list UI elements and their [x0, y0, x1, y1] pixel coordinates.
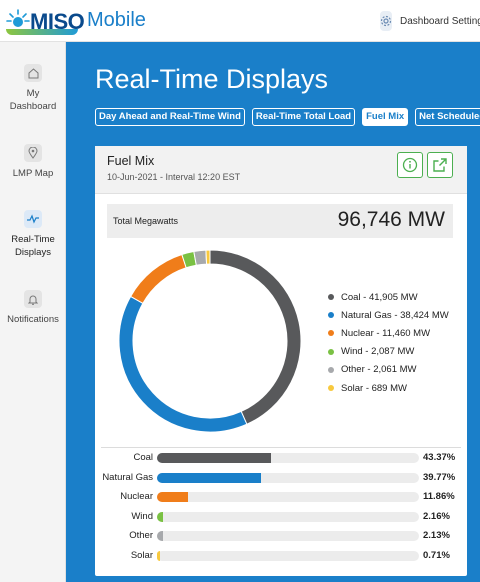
legend-label: Coal - 41,905 MW: [341, 291, 418, 303]
bar-percent: 0.71%: [423, 549, 450, 561]
main-content: Real-Time Displays Day Ahead and Real-Ti…: [66, 42, 480, 582]
tab-fuel-mix[interactable]: Fuel Mix: [362, 108, 409, 126]
sidebar-item-real-time-displays[interactable]: Real-Time Displays: [0, 210, 66, 259]
legend-label: Natural Gas - 38,424 MW: [341, 309, 449, 321]
legend-swatch: [328, 294, 334, 301]
bar-fill-other: [157, 531, 163, 541]
legend-label: Other - 2,061 MW: [341, 364, 417, 376]
donut-slice-coal: [209, 249, 302, 425]
bar-label: Natural Gas: [102, 471, 153, 483]
bar-row: Nuclear 11.86%: [95, 491, 467, 503]
legend-item: Other - 2,061 MW: [328, 361, 449, 379]
logo-swoosh: [6, 29, 78, 35]
bar-label: Nuclear: [120, 491, 153, 502]
donut-slice-other: [193, 249, 208, 266]
sun-logo-icon: [6, 9, 30, 27]
bar-row: Solar 0.71%: [95, 550, 467, 562]
bar-percent: 2.13%: [423, 530, 450, 541]
bar-track: [157, 511, 419, 522]
tab-net-scheduled-interchange[interactable]: Net Scheduled Interchange: [415, 108, 480, 126]
bar-label: Wind: [131, 510, 153, 522]
info-icon: [402, 157, 418, 173]
card-title: Fuel Mix: [107, 154, 155, 168]
dashboard-settings-label: Dashboard Settings: [400, 15, 480, 27]
display-tabs: Day Ahead and Real-Time Wind Real-Time T…: [95, 108, 480, 128]
external-link-icon: [433, 158, 447, 172]
bar-track: [157, 550, 419, 561]
legend-item: Wind - 2,087 MW: [328, 343, 449, 361]
bar-row: Coal 43.37%: [95, 452, 467, 464]
fuel-mix-card: Fuel Mix 10-Jun-2021 - Interval 12:20 ES…: [95, 146, 467, 576]
pulse-icon: [24, 210, 42, 228]
card-header: Fuel Mix 10-Jun-2021 - Interval 12:20 ES…: [95, 146, 467, 194]
donut-slice-nuclear: [129, 253, 187, 305]
sidebar-item-label: My: [26, 88, 40, 99]
bar-track: [157, 472, 419, 483]
bar-track: [157, 531, 419, 541]
bar-row: Natural Gas 39.77%: [95, 472, 467, 484]
legend-swatch: [328, 330, 334, 337]
total-megawatts-box: Total Megawatts 96,746 MW: [107, 204, 453, 238]
bar-row: Other 2.13%: [95, 530, 467, 542]
legend-label: Solar - 689 MW: [341, 382, 407, 394]
bar-row: Wind 2.16%: [95, 511, 467, 523]
tab-day-ahead-wind[interactable]: Day Ahead and Real-Time Wind: [95, 108, 245, 126]
donut-slice-solar: [205, 249, 211, 265]
bar-fill-nuclear: [157, 492, 189, 502]
sidebar-item-label: LMP Map: [12, 168, 54, 179]
dashboard-settings-button[interactable]: Dashboard Settings: [380, 9, 480, 33]
bar-fill-natural-gas: [157, 472, 262, 483]
miso-logo[interactable]: MISO: [6, 7, 85, 35]
chart-legend: Coal - 41,905 MW Natural Gas - 38,424 MW N…: [328, 288, 449, 397]
legend-swatch: [328, 312, 334, 319]
legend-label: Nuclear - 11,460 MW: [341, 327, 431, 339]
sidebar-item-label: Notifications: [7, 314, 59, 325]
legend-swatch: [328, 385, 334, 392]
legend-swatch: [328, 366, 334, 373]
divider: [101, 447, 461, 448]
bar-label: Other: [129, 530, 153, 541]
info-button[interactable]: [397, 152, 423, 178]
total-megawatts-label: Total Megawatts: [113, 216, 179, 226]
page-title: Real-Time Displays: [95, 64, 329, 94]
app-header: MISO Mobile Dashboard Settings: [0, 0, 480, 42]
sidebar-item-label: Displays: [15, 247, 51, 258]
sidebar-item-my-dashboard[interactable]: My Dashboard: [0, 64, 66, 113]
home-icon: [24, 64, 42, 82]
donut-slice-natural-gas: [118, 295, 248, 433]
legend-item: Coal - 41,905 MW: [328, 288, 449, 306]
bar-label: Coal: [133, 452, 153, 463]
map-pin-icon: [24, 144, 42, 162]
bar-fill-coal: [157, 453, 271, 463]
legend-item: Nuclear - 11,460 MW: [328, 324, 449, 342]
tab-real-time-total-load[interactable]: Real-Time Total Load: [251, 108, 356, 126]
gear-icon: [380, 11, 392, 31]
total-megawatts-value: 96,746 MW: [337, 208, 445, 231]
legend-label: Wind - 2,087 MW: [341, 346, 415, 358]
legend-item: Solar - 689 MW: [328, 379, 449, 397]
sidebar-item-lmp-map[interactable]: LMP Map: [0, 144, 66, 180]
bar-percent: 11.86%: [423, 491, 455, 502]
bar-percent: 43.37%: [423, 452, 456, 463]
legend-item: Natural Gas - 38,424 MW: [328, 306, 449, 324]
fuel-mix-donut-chart: [118, 249, 302, 433]
bar-fill-solar: [157, 550, 160, 561]
sidebar-item-label: Dashboard: [9, 101, 57, 112]
bar-track: [157, 453, 419, 463]
app-title: Mobile: [87, 9, 146, 31]
sidebar: My Dashboard LMP Map Real-Time Displays …: [0, 42, 66, 582]
bell-icon: [24, 290, 42, 308]
bar-fill-wind: [157, 511, 163, 522]
sidebar-item-notifications[interactable]: Notifications: [0, 290, 66, 326]
bar-percent: 39.77%: [423, 471, 456, 483]
legend-swatch: [328, 348, 334, 355]
open-external-button[interactable]: [427, 152, 453, 178]
bar-label: Solar: [130, 549, 153, 561]
sidebar-item-label: Real-Time: [11, 234, 55, 245]
bar-percent: 2.16%: [423, 510, 450, 522]
bar-track: [157, 492, 419, 502]
card-subtitle: 10-Jun-2021 - Interval 12:20 EST: [107, 172, 241, 182]
